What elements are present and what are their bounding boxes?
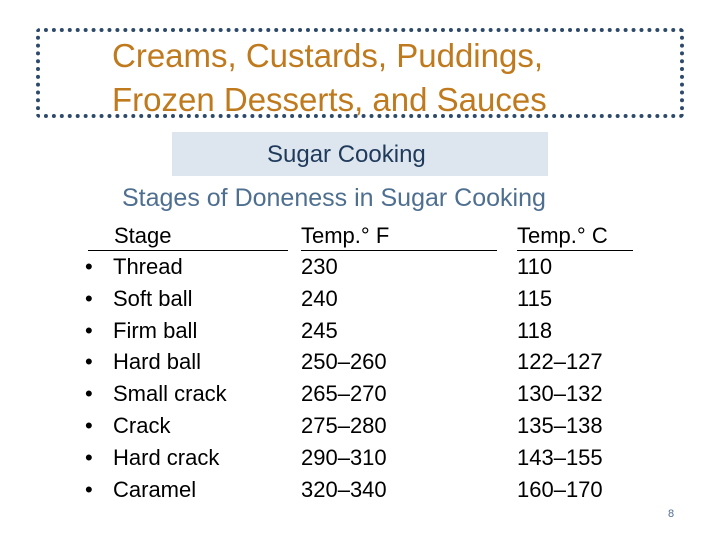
temp-c-cell: 110 bbox=[517, 254, 553, 279]
stage-cell: Soft ball bbox=[113, 285, 193, 311]
temp-c-cell: 130–132 bbox=[517, 381, 603, 407]
table-row: • Soft ball 240 115 bbox=[0, 284, 720, 316]
temp-f-cell: 245 bbox=[301, 317, 338, 343]
column-header-temp-c: Temp.° C bbox=[517, 222, 633, 251]
bullet-icon: • bbox=[85, 254, 93, 279]
stage-cell: Thread bbox=[113, 254, 183, 279]
temp-c-cell: 160–170 bbox=[517, 476, 603, 502]
stage-cell: Crack bbox=[113, 412, 171, 438]
temp-c-cell: 135–138 bbox=[517, 412, 603, 438]
temp-c-cell: 122–127 bbox=[517, 349, 603, 375]
bullet-icon: • bbox=[85, 285, 93, 311]
slide-subtitle: Sugar Cooking bbox=[267, 141, 426, 168]
bullet-icon: • bbox=[85, 476, 93, 502]
bullet-icon: • bbox=[85, 444, 93, 470]
table-body: • Thread 230 110 • Soft ball 240 115 • F… bbox=[0, 252, 720, 506]
temp-c-cell: 118 bbox=[517, 317, 553, 343]
table-row: • Firm ball 245 118 bbox=[0, 316, 720, 348]
table-row: • Caramel 320–340 160–170 bbox=[0, 475, 720, 507]
temp-f-cell: 265–270 bbox=[301, 381, 387, 407]
table-row: • Small crack 265–270 130–132 bbox=[0, 379, 720, 411]
title-frame bbox=[36, 28, 684, 118]
table-row: • Crack 275–280 135–138 bbox=[0, 411, 720, 443]
slide-title-line-2: Frozen Desserts, and Sauces bbox=[112, 81, 547, 118]
stage-cell: Hard ball bbox=[113, 349, 202, 375]
column-header-stage: Stage bbox=[88, 222, 288, 251]
temp-f-cell: 230 bbox=[301, 254, 338, 279]
bullet-icon: • bbox=[85, 412, 93, 438]
temp-f-cell: 250–260 bbox=[301, 349, 387, 375]
page-number: 8 bbox=[668, 508, 675, 520]
temp-f-cell: 290–310 bbox=[301, 444, 387, 470]
temp-c-cell: 143–155 bbox=[517, 444, 603, 470]
bullet-icon: • bbox=[85, 317, 93, 343]
table-row: • Hard ball 250–260 122–127 bbox=[0, 347, 720, 379]
stage-cell: Firm ball bbox=[113, 317, 198, 343]
table-row: • Hard crack 290–310 143–155 bbox=[0, 443, 720, 475]
temp-f-cell: 240 bbox=[301, 285, 338, 311]
stage-cell: Small crack bbox=[113, 381, 227, 407]
subtitle-box bbox=[172, 132, 548, 176]
stage-cell: Caramel bbox=[113, 476, 197, 502]
stage-cell: Hard crack bbox=[113, 444, 220, 470]
slide-title-line-1: Creams, Custards, Puddings, bbox=[112, 37, 544, 74]
bullet-icon: • bbox=[85, 381, 93, 407]
table-row: • Thread 230 110 bbox=[0, 252, 720, 284]
temp-f-cell: 275–280 bbox=[301, 412, 387, 438]
temp-c-cell: 115 bbox=[517, 285, 553, 311]
column-header-temp-f: Temp.° F bbox=[301, 222, 497, 251]
temp-f-cell: 320–340 bbox=[301, 476, 387, 502]
bullet-icon: • bbox=[85, 349, 93, 375]
table-heading: Stages of Doneness in Sugar Cooking bbox=[122, 184, 546, 212]
